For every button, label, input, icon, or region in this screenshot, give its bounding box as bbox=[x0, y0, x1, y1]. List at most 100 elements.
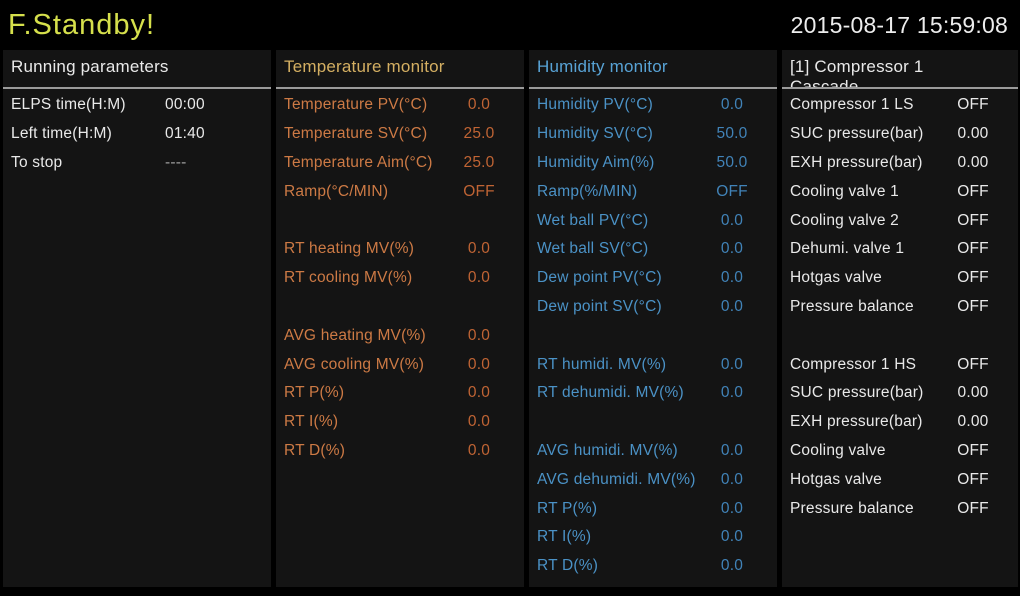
row-value: 0.00 bbox=[957, 384, 989, 402]
monitor-row: RT heating MV(%) 0.0 bbox=[276, 235, 524, 264]
row-label: AVG cooling MV(%) bbox=[284, 355, 425, 373]
monitor-row: Dew point PV(°C) 0.0 bbox=[529, 264, 777, 293]
row-value: 0.0 bbox=[720, 269, 744, 287]
row-value: OFF bbox=[957, 240, 989, 258]
rows-container: ELPS time(H:M) 00:00 Left time(H:M) 01:40 To… bbox=[3, 91, 271, 177]
row-label: Dew point PV(°C) bbox=[537, 269, 662, 287]
row-value: 0.0 bbox=[467, 384, 491, 402]
monitor-row: To stop ---- bbox=[3, 149, 271, 178]
monitor-row: Compressor 1 HS OFF bbox=[782, 350, 1018, 379]
row-value: 0.0 bbox=[720, 470, 744, 488]
panel-title: Humidity monitor bbox=[529, 50, 777, 89]
row-value: 25.0 bbox=[463, 153, 495, 171]
row-value: 0.0 bbox=[720, 297, 744, 315]
panel-title: Running parameters bbox=[3, 50, 271, 89]
monitor-row: Ramp(%/MIN) OFF bbox=[529, 177, 777, 206]
monitor-row: Wet ball PV(°C) 0.0 bbox=[529, 206, 777, 235]
row-label: RT dehumidi. MV(%) bbox=[537, 384, 684, 402]
row-value: 0.00 bbox=[957, 125, 989, 143]
rows-container: Compressor 1 LS OFF SUC pressure(bar) 0.00 E… bbox=[782, 91, 1018, 523]
row-label: RT heating MV(%) bbox=[284, 240, 415, 258]
row-label: RT I(%) bbox=[284, 413, 339, 431]
monitor-row: Humidity SV(°C) 50.0 bbox=[529, 120, 777, 149]
row-value: 0.0 bbox=[720, 96, 744, 114]
monitor-row: Temperature Aim(°C) 25.0 bbox=[276, 149, 524, 178]
row-label: RT humidi. MV(%) bbox=[537, 355, 667, 373]
row-value: 0.0 bbox=[720, 240, 744, 258]
row-label: AVG humidi. MV(%) bbox=[537, 441, 678, 459]
row-value: 0.00 bbox=[957, 413, 989, 431]
row-value: 0.0 bbox=[720, 384, 744, 402]
monitor-row: Wet ball SV(°C) 0.0 bbox=[529, 235, 777, 264]
row-label: SUC pressure(bar) bbox=[790, 384, 924, 402]
row-label: Ramp(°C/MIN) bbox=[284, 182, 389, 200]
row-label: Left time(H:M) bbox=[11, 125, 112, 143]
monitor-row: Ramp(°C/MIN) OFF bbox=[276, 177, 524, 206]
monitor-row bbox=[276, 206, 524, 235]
monitor-row: SUC pressure(bar) 0.00 bbox=[782, 379, 1018, 408]
row-value: 0.0 bbox=[720, 499, 744, 517]
monitor-row: EXH pressure(bar) 0.00 bbox=[782, 408, 1018, 437]
row-value: 0.00 bbox=[957, 153, 989, 171]
row-label: Hotgas valve bbox=[790, 269, 883, 287]
monitor-row: AVG cooling MV(%) 0.0 bbox=[276, 350, 524, 379]
row-label: RT P(%) bbox=[284, 384, 345, 402]
row-value: 0.0 bbox=[720, 355, 744, 373]
monitor-row: Pressure balance OFF bbox=[782, 293, 1018, 322]
row-value: 0.0 bbox=[467, 355, 491, 373]
row-value: OFF bbox=[957, 96, 989, 114]
row-value: 0.0 bbox=[467, 269, 491, 287]
panel-title: Temperature monitor bbox=[276, 50, 524, 89]
monitor-row: Dew point SV(°C) 0.0 bbox=[529, 293, 777, 322]
row-label: Temperature Aim(°C) bbox=[284, 153, 433, 171]
rows-container: Temperature PV(°C) 0.0 Temperature SV(°C) 2… bbox=[276, 91, 524, 465]
monitor-row: RT P(%) 0.0 bbox=[529, 494, 777, 523]
monitor-row: RT D(%) 0.0 bbox=[276, 437, 524, 466]
row-label: Humidity PV(°C) bbox=[537, 96, 653, 114]
row-value: 0.0 bbox=[720, 441, 744, 459]
monitor-row: Temperature PV(°C) 0.0 bbox=[276, 91, 524, 120]
monitor-row: Humidity Aim(%) 50.0 bbox=[529, 149, 777, 178]
panel-humidity-monitor: Humidity monitor Humidity PV(°C) 0.0 Humid… bbox=[529, 50, 777, 587]
row-label: Temperature PV(°C) bbox=[284, 96, 428, 114]
row-value: OFF bbox=[716, 182, 748, 200]
row-label: Humidity SV(°C) bbox=[537, 125, 653, 143]
monitor-row: Humidity PV(°C) 0.0 bbox=[529, 91, 777, 120]
row-value: ---- bbox=[165, 153, 187, 171]
row-label: Cooling valve bbox=[790, 441, 886, 459]
monitor-row: RT I(%) 0.0 bbox=[529, 523, 777, 552]
row-value: 0.0 bbox=[720, 528, 744, 546]
monitor-row: RT humidi. MV(%) 0.0 bbox=[529, 350, 777, 379]
row-label: RT P(%) bbox=[537, 499, 598, 517]
row-value: 0.0 bbox=[720, 557, 744, 575]
row-label: SUC pressure(bar) bbox=[790, 125, 924, 143]
row-label: Wet ball SV(°C) bbox=[537, 240, 649, 258]
row-value: 0.0 bbox=[467, 326, 491, 344]
panel-title: [1] Compressor 1 Cascade bbox=[782, 50, 1018, 89]
row-label: RT D(%) bbox=[284, 441, 346, 459]
row-value: 50.0 bbox=[716, 153, 748, 171]
row-label: Compressor 1 HS bbox=[790, 355, 917, 373]
row-value: OFF bbox=[957, 470, 989, 488]
row-label: Pressure balance bbox=[790, 297, 914, 315]
row-label: Ramp(%/MIN) bbox=[537, 182, 638, 200]
monitor-row: AVG humidi. MV(%) 0.0 bbox=[529, 437, 777, 466]
row-value: OFF bbox=[957, 269, 989, 287]
row-value: 0.0 bbox=[467, 96, 491, 114]
row-value: 0.0 bbox=[467, 240, 491, 258]
monitor-row: Pressure balance OFF bbox=[782, 494, 1018, 523]
monitor-row: AVG dehumidi. MV(%) 0.0 bbox=[529, 465, 777, 494]
row-value: 01:40 bbox=[165, 125, 205, 143]
monitor-row: RT cooling MV(%) 0.0 bbox=[276, 264, 524, 293]
row-label: Dehumi. valve 1 bbox=[790, 240, 905, 258]
monitor-row: Left time(H:M) 01:40 bbox=[3, 120, 271, 149]
monitor-row bbox=[529, 408, 777, 437]
monitor-row: Cooling valve 2 OFF bbox=[782, 206, 1018, 235]
row-value: 50.0 bbox=[716, 125, 748, 143]
row-value: 0.0 bbox=[467, 413, 491, 431]
panel-compressor-cascade: [1] Compressor 1 Cascade Compressor 1 LS… bbox=[782, 50, 1018, 587]
row-label: Temperature SV(°C) bbox=[284, 125, 428, 143]
rows-container: Humidity PV(°C) 0.0 Humidity SV(°C) 50.0 Hum… bbox=[529, 91, 777, 581]
monitor-row: Compressor 1 LS OFF bbox=[782, 91, 1018, 120]
